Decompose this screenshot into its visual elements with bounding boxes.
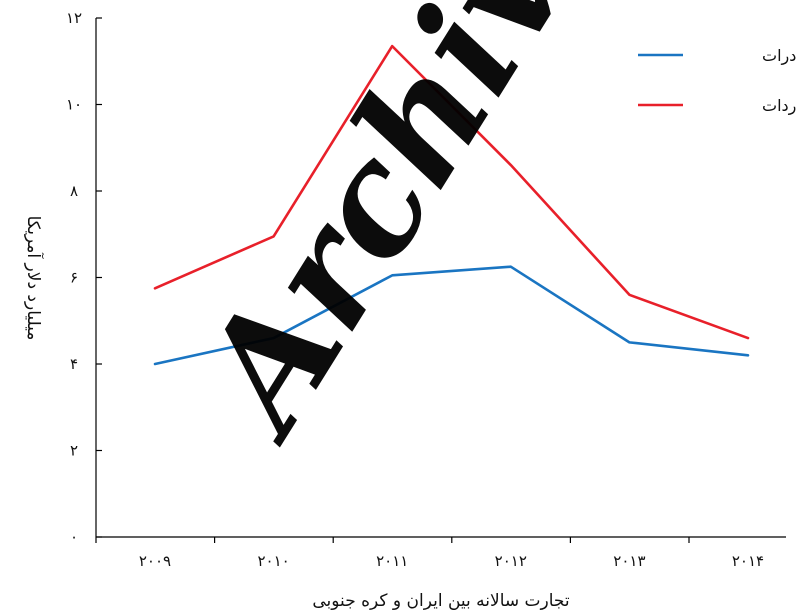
y-ticks: ۰ ۲ ۴ ۶ ۸ ۱۰ ۱۲ [66, 9, 102, 546]
y-tick-label: ۸ [70, 182, 78, 200]
x-tick-label: ۲۰۱۳ [613, 552, 645, 570]
x-axis-title: تجارت سالانه بین ایران و کره جنوبی [312, 591, 570, 611]
y-tick-label: ۶ [70, 269, 78, 287]
legend-label: واردات [762, 96, 796, 116]
series-line-0 [153, 265, 750, 366]
y-tick-label: ۱۲ [66, 9, 82, 27]
x-tick-label: ۲۰۱۱ [376, 552, 408, 570]
x-tick-label: ۲۰۱۴ [732, 552, 764, 570]
y-axis-title: میلیارد دلار آمریکا [23, 216, 45, 341]
x-tick-label: ۲۰۱۰ [257, 552, 289, 570]
y-tick-label: ۱۰ [66, 96, 82, 114]
legend: صادرات واردات [638, 46, 796, 116]
series-line-1 [153, 44, 750, 340]
series-layer [153, 44, 750, 366]
y-tick-label: ۲ [70, 442, 78, 460]
y-tick-label: ۴ [70, 355, 78, 373]
x-ticks: ۲۰۰۹ ۲۰۱۰ ۲۰۱۱ ۲۰۱۲ ۲۰۱۳ ۲۰۱۴ [95, 537, 764, 570]
x-tick-label: ۲۰۱۲ [495, 552, 527, 570]
legend-label: صادرات [762, 46, 796, 66]
x-tick-label: ۲۰۰۹ [139, 552, 171, 570]
watermark-text: Archive [161, 0, 653, 467]
y-tick-label: ۰ [70, 528, 78, 546]
